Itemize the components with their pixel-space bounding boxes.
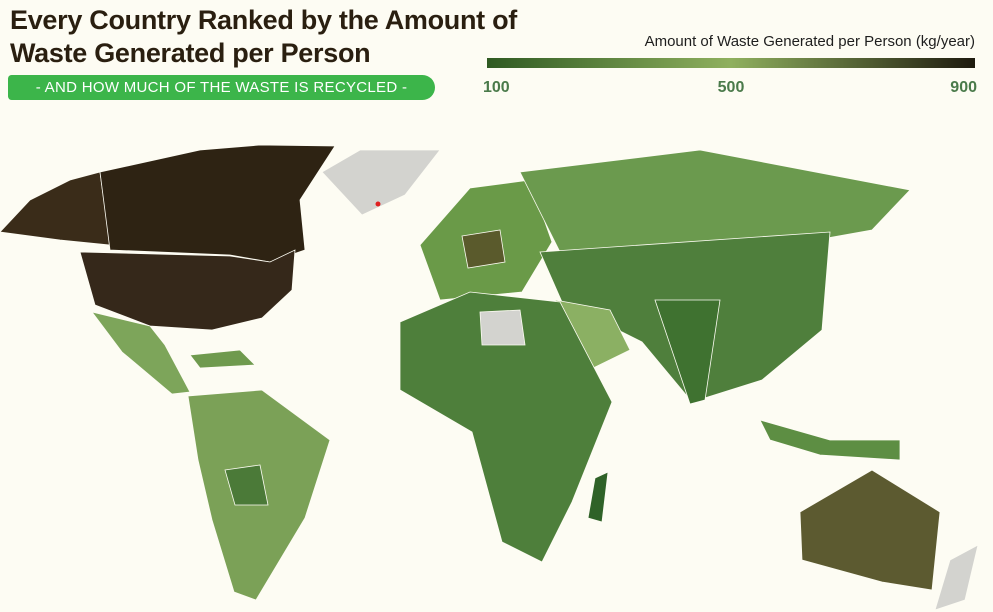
bolivia (224, 464, 269, 506)
new-zealand (934, 544, 979, 611)
mexico (91, 311, 191, 395)
canada (99, 144, 336, 263)
subtitle: - AND HOW MUCH OF THE WASTE IS RECYCLED … (8, 75, 435, 100)
usa (79, 249, 296, 331)
india (654, 299, 721, 405)
legend-tick-label: 900 (950, 79, 977, 96)
indonesia (759, 419, 901, 461)
russia (519, 149, 911, 253)
legend-tick-label: 500 (718, 79, 745, 96)
greenland (321, 149, 441, 216)
australia (799, 469, 941, 591)
africa (399, 291, 613, 563)
title: Every Country Ranked by the Amount of Wa… (10, 5, 517, 68)
countries (0, 144, 979, 611)
central-europe (461, 229, 506, 269)
caribbean (189, 349, 256, 369)
legend-tick-label: 100 (483, 79, 510, 96)
legend-title: Amount of Waste Generated per Person (kg… (645, 33, 975, 50)
alaska (0, 171, 111, 246)
legend-ticks: 100 500 900 (483, 79, 977, 96)
libya (479, 309, 526, 346)
marker (375, 201, 381, 207)
legend-bar (487, 58, 975, 68)
madagascar (587, 471, 609, 523)
